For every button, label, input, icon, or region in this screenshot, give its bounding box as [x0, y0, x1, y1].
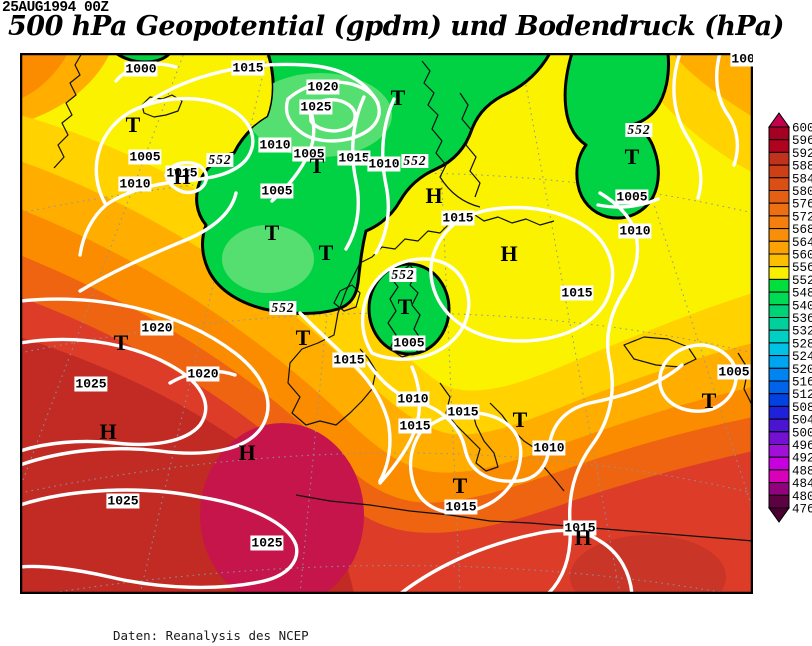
high-center-label: H: [173, 167, 190, 187]
isobar-label-1015: 1015: [398, 419, 431, 434]
legend-box: [769, 457, 789, 470]
legend-box: [769, 356, 789, 369]
isobar-label-1015: 1015: [560, 286, 593, 301]
isobar-label-1015: 1015: [446, 405, 479, 420]
isobar-label-1005: 1005: [128, 150, 161, 165]
low-center-label: T: [265, 223, 280, 243]
legend-box: [769, 203, 789, 216]
legend-arrow-up: [769, 113, 789, 127]
high-center-label: H: [238, 443, 255, 463]
isobar-label-1010: 1010: [118, 177, 151, 192]
legend-box: [769, 216, 789, 229]
geopotential-label-552: 552: [206, 153, 233, 167]
isobar-label-1015: 1015: [337, 151, 370, 166]
legend-box: [769, 305, 789, 318]
isobar-label-1010: 1010: [618, 224, 651, 239]
legend-box: [769, 495, 789, 508]
legend-box: [769, 343, 789, 356]
legend-box: [769, 165, 789, 178]
isobar-label-1010: 1010: [367, 157, 400, 172]
legend-box: [769, 330, 789, 343]
isobar-label-1025: 1025: [74, 377, 107, 392]
isobar-label-1015: 1015: [441, 211, 474, 226]
legend-box: [769, 279, 789, 292]
low-center-label: T: [296, 328, 311, 348]
isobar-label-1015: 1015: [231, 61, 264, 76]
low-center-label: T: [398, 297, 413, 317]
attribution-line-1: Daten: Reanalysis des NCEP: [113, 628, 309, 644]
isobar-label-1005: 1005: [717, 365, 750, 380]
isobar-label-1010: 1010: [532, 441, 565, 456]
isobar-label-1020: 1020: [140, 321, 173, 336]
legend-box: [769, 292, 789, 305]
isobar-label-1005: 1005: [392, 336, 425, 351]
legend-box: [769, 318, 789, 331]
legend-box: [769, 394, 789, 407]
legend-box: [769, 229, 789, 242]
low-center-label: T: [702, 391, 717, 411]
page-title: 500 hPa Geopotential (gpdm) und Bodendru…: [8, 11, 784, 42]
legend-box: [769, 445, 789, 458]
legend-box: [769, 368, 789, 381]
isobar-label-1000: 1000: [124, 62, 157, 77]
map-label-layer: 1000101510201025101010051015101010051015…: [20, 53, 753, 594]
map-canvas: 1000101510201025101010051015101010051015…: [20, 53, 753, 594]
legend-box: [769, 470, 789, 483]
high-center-label: H: [500, 244, 517, 264]
isobar-label-1015: 1015: [444, 500, 477, 515]
attribution: Daten: Reanalysis des NCEP (C) Wetterzen…: [113, 597, 309, 646]
isobar-label-1005: 1005: [615, 190, 648, 205]
high-center-label: H: [99, 422, 116, 442]
legend-box: [769, 267, 789, 280]
low-center-label: T: [625, 147, 640, 167]
legend-tick-label: 476: [792, 503, 812, 517]
legend-box: [769, 241, 789, 254]
low-center-label: T: [453, 476, 468, 496]
isobar-label-1025: 1025: [250, 536, 283, 551]
legend-box: [769, 191, 789, 204]
legend-box: [769, 178, 789, 191]
legend-box: [769, 406, 789, 419]
high-center-label: H: [574, 528, 591, 548]
low-center-label: T: [114, 333, 129, 353]
legend-arrow-down: [769, 508, 789, 522]
legend-box: [769, 419, 789, 432]
geopotential-label-552: 552: [625, 123, 652, 137]
legend-box: [769, 432, 789, 445]
legend-box: [769, 254, 789, 267]
low-center-label: T: [126, 115, 141, 135]
geopotential-label-552: 552: [269, 301, 296, 315]
low-center-label: T: [391, 88, 406, 108]
geopotential-label-552: 552: [389, 268, 416, 282]
isobar-label-1010: 1010: [396, 392, 429, 407]
legend-colorbar: 6005965925885845805765725685645605565525…: [768, 112, 812, 536]
legend-box: [769, 152, 789, 165]
isobar-label-1025: 1025: [299, 100, 332, 115]
legend-box: [769, 381, 789, 394]
geopotential-label-552: 552: [401, 154, 428, 168]
isobar-label-1005: 1005: [260, 184, 293, 199]
legend-box: [769, 127, 789, 140]
isobar-label-1005: 1005: [730, 53, 753, 67]
low-center-label: T: [513, 410, 528, 430]
isobar-label-1020: 1020: [186, 367, 219, 382]
low-center-label: T: [319, 243, 334, 263]
isobar-label-1015: 1015: [332, 353, 365, 368]
isobar-label-1025: 1025: [106, 494, 139, 509]
weather-map-page: 25AUG1994 00Z 500 hPa Geopotential (gpdm…: [0, 0, 812, 646]
isobar-label-1010: 1010: [258, 138, 291, 153]
low-center-label: T: [310, 156, 325, 176]
high-center-label: H: [425, 186, 442, 206]
legend-box: [769, 140, 789, 153]
legend-box: [769, 483, 789, 496]
isobar-label-1020: 1020: [306, 80, 339, 95]
